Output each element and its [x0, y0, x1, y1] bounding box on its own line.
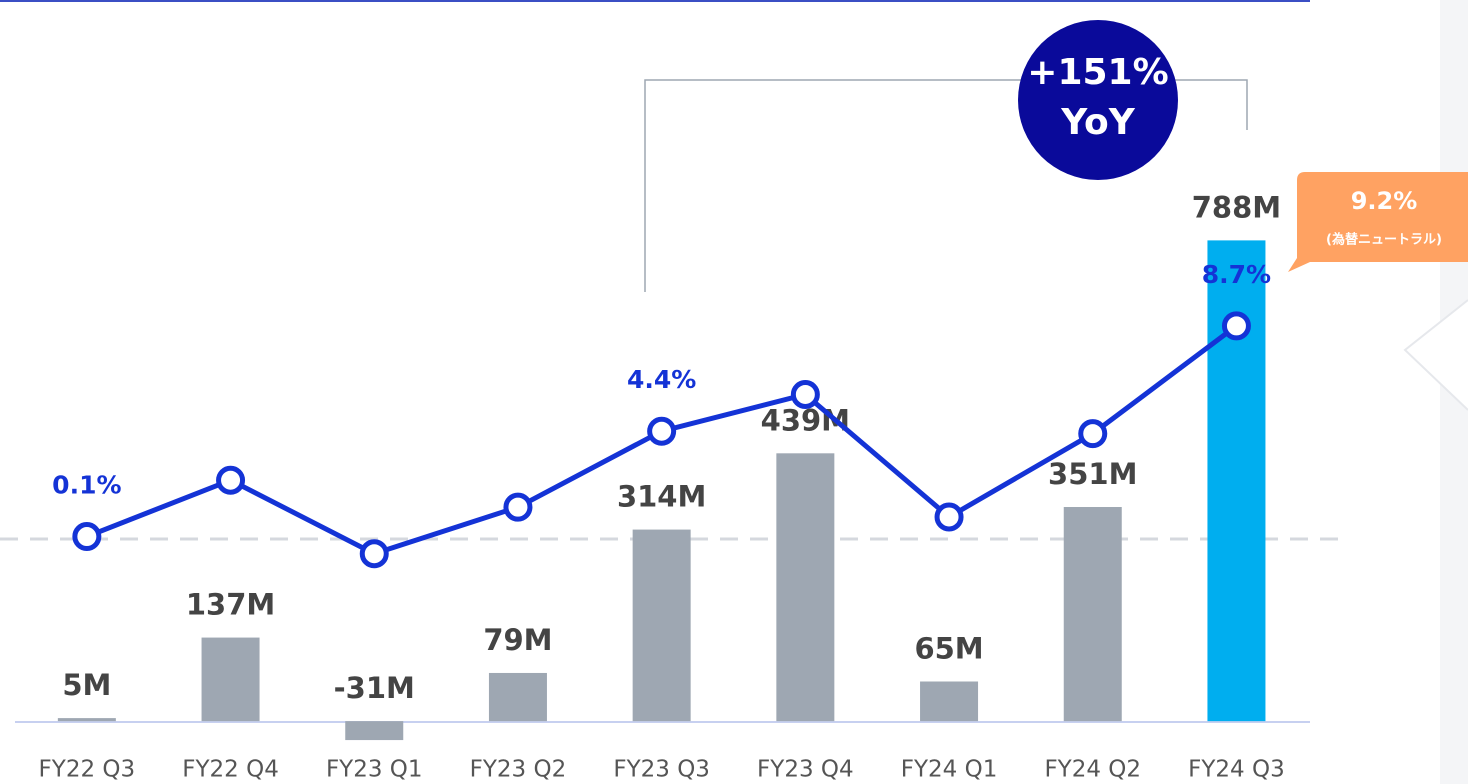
bar [776, 453, 835, 722]
line-point [1078, 419, 1108, 449]
bar [57, 718, 116, 722]
line-point [647, 416, 677, 446]
bar [345, 721, 404, 741]
bar-value-label: 351M [1048, 457, 1137, 491]
yoy-badge [1018, 20, 1178, 180]
callout-note: (為替ニュートラル) [1326, 232, 1442, 248]
x-tick-label: FY22 Q3 [39, 757, 136, 783]
x-tick-label: FY23 Q3 [613, 757, 710, 783]
bar-value-label: 314M [617, 480, 706, 514]
bracket [644, 79, 1248, 292]
x-tick-label: FY23 Q1 [326, 757, 423, 783]
x-tick-label: FY22 Q4 [182, 757, 279, 783]
line-value-label: 4.4% [627, 365, 696, 394]
x-tick-label: FY23 Q2 [470, 757, 567, 783]
bar-value-label: 5M [62, 668, 111, 702]
line-point [72, 522, 102, 552]
line-point [359, 539, 389, 569]
line-point [503, 492, 533, 522]
bar [1063, 507, 1122, 722]
line-point [1221, 311, 1251, 341]
line-value-label: 8.7% [1202, 260, 1271, 289]
x-tick-label: FY24 Q1 [901, 757, 998, 783]
bar [201, 637, 260, 722]
x-tick-label: FY24 Q3 [1188, 757, 1285, 783]
x-tick-label: FY24 Q2 [1044, 757, 1141, 783]
bar [488, 672, 547, 722]
bar-value-label: -31M [334, 671, 415, 705]
yoy-period: YoY [1060, 102, 1135, 143]
bar [632, 529, 691, 722]
line-point [790, 379, 820, 409]
bar-value-label: 65M [914, 632, 983, 666]
yoy-change: +151% [1027, 52, 1168, 93]
line-point [934, 502, 964, 532]
bar [920, 681, 979, 722]
bar-value-label: 788M [1192, 190, 1281, 224]
side-chevron [1403, 299, 1468, 411]
bar-value-label: 137M [186, 588, 275, 622]
callout-value: 9.2% [1351, 187, 1418, 215]
bar-value-label: 79M [483, 623, 552, 657]
line-value-label: 0.1% [52, 471, 121, 500]
callout-box [1288, 172, 1468, 272]
line-point [216, 465, 246, 495]
x-tick-label: FY23 Q4 [757, 757, 854, 783]
